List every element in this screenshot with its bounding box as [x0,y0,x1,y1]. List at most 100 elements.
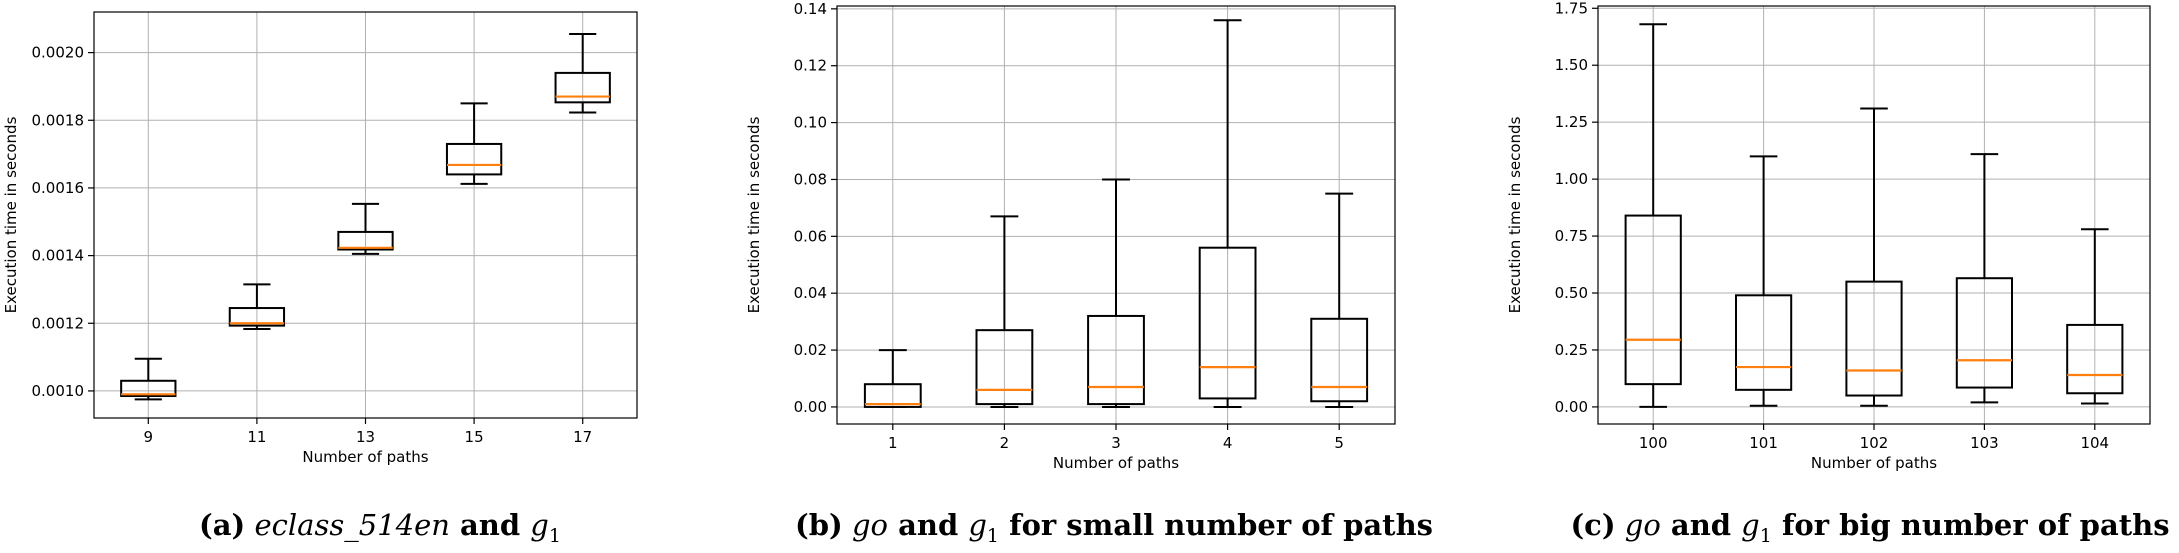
y-tick-label: 1.50 [1555,56,1588,74]
y-tick-label: 0.06 [794,227,827,245]
panel-b-y-axis-label: Execution time in seconds [745,116,763,313]
panel-c-boxes [1624,23,2124,408]
x-tick-label: 13 [356,428,375,446]
iqr-box [863,383,922,408]
panel-c-x-axis-label: Number of paths [1811,454,1937,472]
box-plot-103 [1955,153,2014,404]
y-tick-label: 0.0014 [32,247,85,265]
x-tick-label: 100 [1639,434,1668,452]
y-tick-label: 1.75 [1555,0,1588,17]
y-tick-label: 0.0012 [32,314,85,332]
x-tick-label: 103 [1970,434,1999,452]
y-tick-label: 1.25 [1555,113,1588,131]
panel-a-boxes [120,32,611,401]
panel-c: 0.000.250.500.751.001.251.501.75 100 101 1… [1506,0,2170,547]
y-tick-label: 0.04 [794,284,827,302]
panel-b-caption-suffix: for small number of paths [999,508,1433,542]
x-tick-label: 1 [888,434,898,452]
box-plot-100 [1624,23,1682,408]
iqr-box [1624,214,1682,386]
iqr-box [1845,280,1903,397]
y-tick-label: 0.08 [794,170,827,188]
x-tick-label: 4 [1223,434,1233,452]
panel-a-frame [93,11,638,419]
y-tick-label: 0.02 [794,341,827,359]
panel-b-caption-symbol: g [968,508,987,542]
panel-a-y-axis-label: Execution time in seconds [2,116,20,313]
box-plot-15 [445,102,503,185]
panel-a-x-ticks: 9 11 13 15 17 [144,418,592,446]
iqr-box [2066,323,2124,395]
x-tick-label: 5 [1334,434,1344,452]
x-tick-label: 9 [144,428,154,446]
y-tick-label: 0.0010 [32,382,85,400]
panel-a-caption-and: and [450,508,530,542]
box-plot-11 [228,283,286,331]
x-tick-label: 11 [247,428,266,446]
iqr-box [554,71,611,104]
iqr-box [337,230,394,251]
box-plot-9 [120,357,177,401]
panel-c-caption-subscript: 1 [1760,525,1772,547]
x-tick-label: 15 [465,428,484,446]
panel-b-caption-label: (b) [795,508,843,542]
panel-c-caption-dataset: go [1625,508,1661,542]
y-tick-label: 0.0020 [32,44,85,62]
y-tick-label: 0.0016 [32,179,85,197]
panel-b: 0.00 0.02 0.04 0.06 0.08 0.10 0.12 0.14 1 2 3 4 5 N… [745,0,1433,547]
panel-b-boxes [863,19,1369,408]
x-tick-label: 3 [1111,434,1121,452]
box-plot-13 [337,202,394,255]
y-tick-label: 0.25 [1555,341,1588,359]
iqr-box [1735,294,1793,391]
iqr-box [228,307,286,327]
y-tick-label: 0.00 [794,398,827,416]
y-tick-label: 0.75 [1555,227,1588,245]
panel-a-y-ticks: 0.0010 0.0012 0.0014 0.0016 0.0018 0.0020 [32,44,94,400]
iqr-box [1087,314,1145,406]
box-plot-17 [554,32,611,114]
box-plot-101 [1735,155,1793,407]
iqr-box [1955,277,2014,389]
panel-c-y-ticks: 0.00 0.25 0.50 0.75 1.00 1.25 1.50 1.75 [1555,0,1598,416]
panel-a-caption-dataset: eclass_514en [254,508,449,543]
panel-a-caption-symbol: g [530,508,549,542]
x-tick-label: 17 [573,428,592,446]
panel-c-caption: (c) go and g1 for big number of paths [1570,508,2169,547]
panel-b-frame [836,5,1396,425]
y-tick-label: 0.00 [1555,398,1588,416]
box-plot-102 [1845,107,1903,407]
panel-c-caption-label: (c) [1570,508,1615,542]
y-tick-label: 0.0018 [32,111,85,129]
iqr-box [445,142,503,176]
iqr-box [975,329,1034,406]
iqr-box [120,379,177,398]
y-tick-label: 0.14 [794,0,827,18]
panel-a-x-axis-label: Number of paths [302,448,428,466]
box-plot-1 [863,349,922,408]
panel-a-caption-subscript: 1 [549,525,561,547]
y-tick-label: 1.00 [1555,170,1588,188]
iqr-box [1198,246,1257,400]
x-tick-label: 102 [1860,434,1889,452]
iqr-box [1310,317,1369,403]
panel-c-caption-suffix: for big number of paths [1772,508,2170,542]
box-plot-104 [2066,228,2124,405]
box-plot-2 [975,215,1034,408]
panel-c-caption-and: and [1661,508,1741,542]
panel-c-frame [1597,5,2151,425]
x-tick-label: 2 [1000,434,1010,452]
panel-b-caption-and: and [888,508,968,542]
y-tick-label: 0.12 [794,57,827,75]
panel-c-y-axis-label: Execution time in seconds [1506,116,1524,313]
box-plot-3 [1087,178,1145,408]
panel-c-caption-symbol: g [1741,508,1760,542]
box-plot-5 [1310,192,1369,408]
panel-b-x-ticks: 1 2 3 4 5 [888,424,1344,452]
y-tick-label: 0.10 [794,114,827,132]
panel-b-caption: (b) go and g1 for small number of paths [795,508,1433,547]
y-tick-label: 0.50 [1555,284,1588,302]
panel-a-caption: (a) eclass_514en and g1 [199,508,561,547]
box-plot-4 [1198,19,1257,408]
